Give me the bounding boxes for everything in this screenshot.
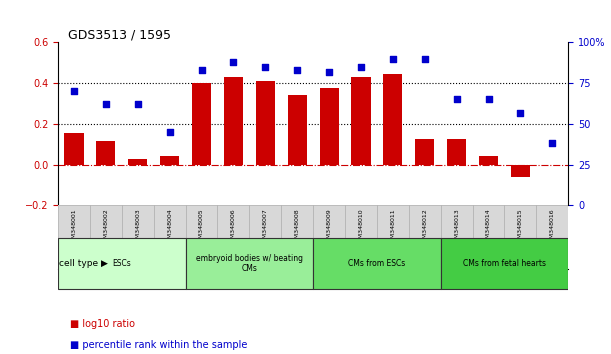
- Bar: [192, 83, 211, 165]
- Text: GSM348015: GSM348015: [518, 209, 523, 246]
- Text: GSM348003: GSM348003: [135, 209, 141, 246]
- Bar: [313, 205, 345, 269]
- Bar: [218, 205, 249, 269]
- Point: [484, 97, 494, 102]
- Text: GSM348012: GSM348012: [422, 209, 427, 246]
- Bar: [58, 205, 90, 269]
- Bar: [249, 205, 281, 269]
- Point: [260, 64, 270, 70]
- Bar: [97, 141, 115, 165]
- Bar: [90, 205, 122, 269]
- Bar: [479, 156, 498, 165]
- Text: GSM348007: GSM348007: [263, 209, 268, 246]
- Bar: [441, 205, 472, 269]
- Bar: [186, 238, 313, 289]
- Bar: [511, 165, 530, 177]
- Text: GSM348006: GSM348006: [231, 209, 236, 246]
- Point: [133, 102, 142, 107]
- Text: GSM348014: GSM348014: [486, 209, 491, 246]
- Text: GSM348016: GSM348016: [550, 209, 555, 246]
- Bar: [288, 96, 307, 165]
- Point: [292, 67, 302, 73]
- Point: [388, 56, 398, 62]
- Bar: [409, 205, 441, 269]
- Text: cell type ▶: cell type ▶: [59, 259, 108, 268]
- Bar: [472, 205, 505, 269]
- Point: [516, 110, 525, 115]
- Text: GSM348008: GSM348008: [295, 209, 299, 246]
- Bar: [320, 88, 338, 165]
- Point: [356, 64, 366, 70]
- Bar: [186, 205, 218, 269]
- Text: GSM348010: GSM348010: [359, 209, 364, 246]
- Bar: [415, 139, 434, 165]
- Text: GSM348009: GSM348009: [327, 209, 332, 246]
- Bar: [154, 205, 186, 269]
- Point: [69, 88, 79, 94]
- Text: ■ log10 ratio: ■ log10 ratio: [70, 319, 135, 329]
- Bar: [505, 205, 536, 269]
- Text: embryoid bodies w/ beating
CMs: embryoid bodies w/ beating CMs: [196, 254, 303, 273]
- Text: GDS3513 / 1595: GDS3513 / 1595: [68, 28, 171, 41]
- Text: GSM348013: GSM348013: [454, 209, 459, 246]
- Point: [324, 69, 334, 75]
- Point: [197, 67, 207, 73]
- Text: GSM348001: GSM348001: [71, 209, 76, 246]
- Point: [420, 56, 430, 62]
- Bar: [128, 159, 147, 165]
- Text: GSM348005: GSM348005: [199, 209, 204, 246]
- Bar: [281, 205, 313, 269]
- Bar: [256, 81, 275, 165]
- Text: GSM348011: GSM348011: [390, 209, 395, 246]
- Bar: [313, 238, 441, 289]
- Point: [547, 141, 557, 146]
- Bar: [447, 139, 466, 165]
- Point: [452, 97, 461, 102]
- Bar: [383, 74, 403, 165]
- Bar: [536, 205, 568, 269]
- Bar: [160, 156, 179, 165]
- Bar: [64, 133, 84, 165]
- Bar: [122, 205, 154, 269]
- Text: CMs from ESCs: CMs from ESCs: [348, 259, 406, 268]
- Bar: [377, 205, 409, 269]
- Bar: [351, 77, 370, 165]
- Text: CMs from fetal hearts: CMs from fetal hearts: [463, 259, 546, 268]
- Point: [165, 129, 175, 135]
- Bar: [441, 238, 568, 289]
- Point: [101, 102, 111, 107]
- Text: GSM348002: GSM348002: [103, 209, 108, 246]
- Bar: [345, 205, 377, 269]
- Bar: [224, 77, 243, 165]
- Text: GSM348004: GSM348004: [167, 209, 172, 246]
- Point: [229, 59, 238, 65]
- Bar: [58, 238, 186, 289]
- Text: ■ percentile rank within the sample: ■ percentile rank within the sample: [70, 341, 247, 350]
- Text: ESCs: ESCs: [112, 259, 131, 268]
